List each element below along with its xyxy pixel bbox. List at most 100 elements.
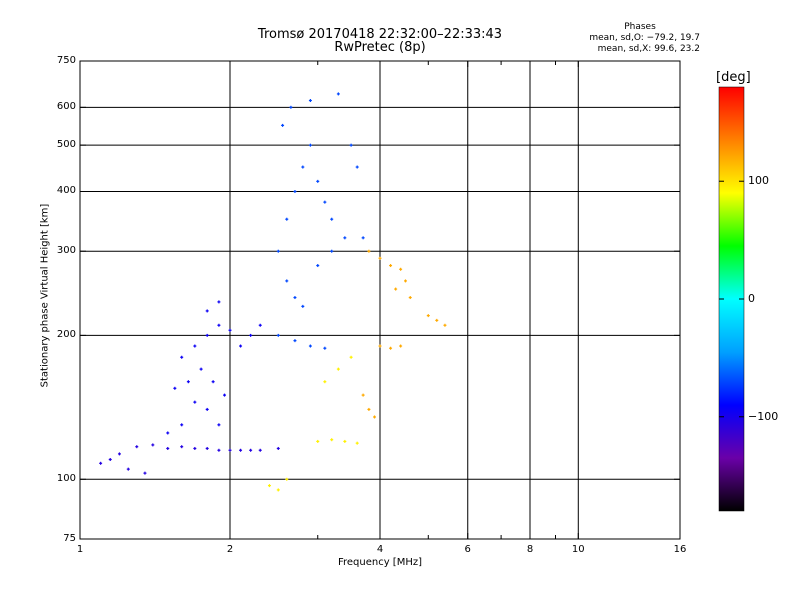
stats-x: mean, sd,X: 99.6, 23.2 (597, 44, 700, 54)
data-point (293, 296, 297, 300)
data-point (276, 333, 280, 337)
data-point (285, 217, 289, 221)
data-point (281, 123, 285, 127)
y-tick-label: 75 (63, 533, 76, 544)
data-point (426, 314, 430, 318)
data-point (361, 393, 365, 397)
colorbar-tick-label: 0 (748, 292, 755, 305)
data-point (258, 448, 262, 452)
axis-ticks (79, 60, 681, 540)
x-tick-label: 10 (571, 544, 585, 555)
y-tick-label: 500 (56, 139, 76, 151)
data-point (143, 471, 147, 475)
y-axis-label: Stationary phase Virtual Height [km] (39, 203, 51, 388)
data-point (217, 448, 221, 452)
y-tick-label: 600 (56, 101, 76, 113)
data-point (308, 344, 312, 348)
data-point (186, 380, 190, 384)
grid-lines (80, 61, 680, 539)
data-point (355, 165, 359, 169)
data-point (228, 448, 232, 452)
data-point (223, 393, 227, 397)
data-point (378, 256, 382, 260)
x-tick-label: 1 (76, 544, 84, 555)
data-point (389, 346, 393, 350)
data-point (336, 367, 340, 371)
data-point (403, 279, 407, 283)
data-point (355, 441, 359, 445)
data-point (343, 439, 347, 443)
data-point (217, 323, 221, 327)
data-point (180, 445, 184, 449)
chart-title: Tromsø 20170418 22:32:00–22:33:43 (257, 27, 503, 42)
data-point (323, 346, 327, 350)
data-point (330, 217, 334, 221)
data-points (99, 92, 447, 492)
data-point (258, 323, 262, 327)
data-point (301, 304, 305, 308)
data-point (330, 249, 334, 253)
data-point (349, 143, 353, 147)
data-point (285, 279, 289, 283)
data-point (166, 431, 170, 435)
data-point (435, 318, 439, 322)
data-point (228, 328, 232, 332)
y-tick-label: 400 (56, 185, 76, 197)
data-point (443, 323, 447, 327)
data-point (285, 477, 289, 481)
x-axis-label: Frequency [MHz] (337, 557, 423, 568)
data-point (323, 200, 327, 204)
colorbar-tick-label: 100 (748, 174, 769, 188)
data-point (193, 400, 197, 404)
data-point (289, 105, 293, 109)
data-point (217, 300, 221, 304)
data-point (308, 143, 312, 147)
x-tick-label: 16 (673, 544, 687, 555)
data-point (316, 439, 320, 443)
data-point (389, 264, 393, 268)
x-tick-label: 8 (526, 544, 534, 555)
data-point (199, 367, 203, 371)
data-point (267, 484, 271, 488)
data-point (211, 380, 215, 384)
data-point (316, 179, 320, 183)
chart-subtitle: RwPretec (8p) (334, 40, 426, 55)
data-point (378, 344, 382, 348)
data-point (399, 267, 403, 271)
data-point (276, 488, 280, 492)
data-point (249, 333, 253, 337)
data-point (249, 448, 253, 452)
colorbar-ticks (719, 180, 744, 418)
data-point (205, 333, 209, 337)
data-point (399, 344, 403, 348)
data-point (117, 452, 121, 456)
data-point (343, 236, 347, 240)
data-point (394, 287, 398, 291)
data-point (323, 380, 327, 384)
data-point (367, 407, 371, 411)
data-point (330, 438, 334, 442)
data-point (316, 264, 320, 268)
data-point (205, 446, 209, 450)
data-point (151, 443, 155, 447)
data-point (301, 165, 305, 169)
data-point (408, 296, 412, 300)
data-point (293, 339, 297, 343)
data-point (276, 446, 280, 450)
data-point (276, 249, 280, 253)
stats-title: Phases (624, 22, 656, 32)
colorbar-tick-label: −100 (748, 409, 779, 423)
data-point (239, 344, 243, 348)
data-point (180, 355, 184, 359)
data-point (349, 355, 353, 359)
y-tick-label: 750 (56, 55, 76, 66)
data-point (135, 445, 139, 449)
stats-o: mean, sd,O: −79.2, 19.7 (589, 33, 700, 43)
data-point (193, 344, 197, 348)
data-point (336, 92, 340, 96)
data-point (99, 461, 103, 465)
y-tick-label: 100 (56, 473, 76, 485)
data-point (361, 236, 365, 240)
data-point (108, 457, 112, 461)
